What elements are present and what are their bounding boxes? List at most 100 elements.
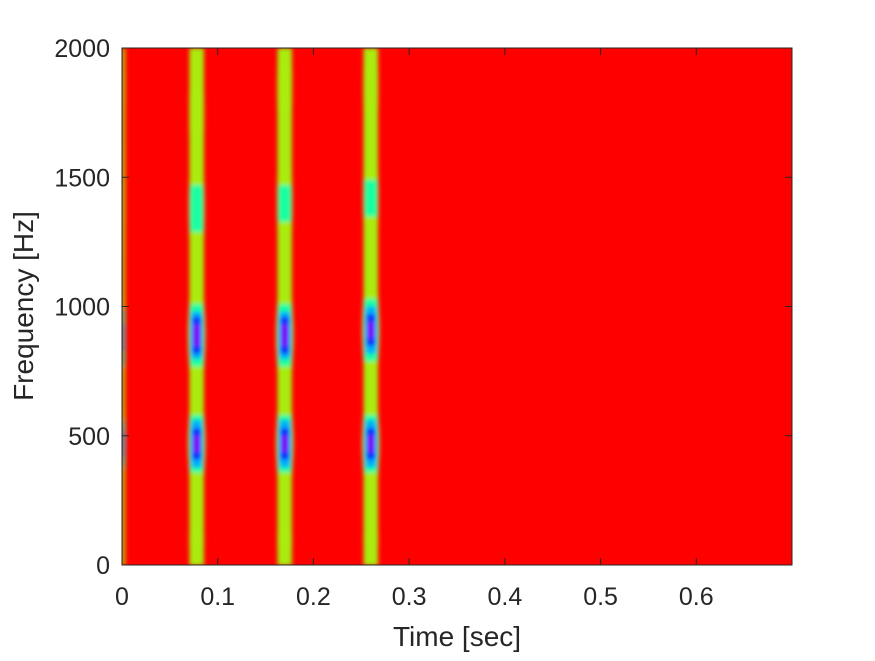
pulse-cell — [122, 190, 126, 194]
pulse-cell — [189, 391, 204, 395]
pulse-cell — [122, 523, 126, 527]
pulse-cell — [122, 99, 126, 103]
pulse-cell — [280, 456, 290, 460]
pulse-cell — [277, 513, 292, 517]
pulse-cell — [189, 130, 205, 134]
pulse-cell — [189, 97, 205, 101]
pulse-cell — [277, 58, 292, 62]
pulse-cell — [365, 309, 377, 313]
pulse-cell — [279, 461, 291, 465]
pulse-cell — [122, 195, 126, 199]
pulse-cell — [277, 76, 293, 80]
pulse-cell — [122, 133, 126, 137]
pulse-cell — [122, 79, 126, 83]
pulse-cell — [122, 464, 125, 468]
pulse-cell — [122, 185, 126, 189]
pulse-cell — [190, 221, 204, 225]
pulse-cell — [122, 110, 126, 114]
pulse-cell — [363, 259, 379, 264]
pulse-cell — [363, 84, 379, 88]
pulse-cell — [363, 552, 379, 556]
pulse-cell — [279, 314, 291, 318]
pulse-cell — [281, 327, 289, 331]
pulse-cell — [122, 306, 126, 310]
pulse-cell — [189, 301, 205, 305]
pulse-cell — [278, 218, 292, 222]
pulse-cell — [192, 456, 202, 460]
pulse-cell — [122, 205, 126, 209]
pulse-cell — [189, 394, 204, 398]
pulse-cell — [122, 249, 126, 253]
pulse-cell — [122, 138, 126, 142]
pulse-cell — [189, 161, 204, 165]
pulse-cell — [189, 241, 204, 246]
pulse-cell — [189, 484, 204, 489]
pulse-cell — [122, 179, 126, 184]
pulse-cell — [363, 544, 379, 548]
pulse-cell — [191, 451, 202, 455]
pulse-cell — [364, 182, 378, 186]
pulse-cell — [189, 552, 204, 556]
pulse-cell — [189, 495, 204, 499]
pulse-cell — [363, 360, 379, 364]
pulse-cell — [363, 290, 379, 295]
pulse-cell — [367, 438, 375, 442]
pulse-cell — [277, 531, 293, 535]
pulse-cell — [122, 384, 126, 388]
pulse-cell — [363, 389, 379, 393]
pulse-cell — [122, 386, 126, 390]
pulse-cell — [363, 254, 379, 258]
pulse-cell — [190, 228, 204, 233]
pulse-cell — [193, 342, 201, 346]
pulse-cell — [277, 502, 292, 507]
pulse-cell — [122, 197, 126, 202]
pulse-cell — [190, 309, 204, 313]
pulse-cell — [364, 208, 378, 212]
pulse-cell — [122, 303, 126, 308]
pulse-cell — [363, 234, 379, 238]
pulse-cell — [122, 487, 126, 491]
pulse-cell — [277, 285, 292, 289]
pulse-cell — [277, 474, 293, 478]
pulse-cell — [363, 559, 379, 564]
pulse-cell — [189, 112, 205, 116]
pulse-cell — [277, 533, 293, 538]
pulse-cell — [277, 373, 292, 377]
pulse-cell — [364, 197, 378, 202]
pulse-cell — [122, 492, 126, 496]
pulse-cell — [364, 298, 378, 302]
pulse-cell — [122, 337, 125, 341]
pulse-cell — [277, 283, 292, 287]
pulse-cell — [189, 492, 204, 496]
pulse-cell — [192, 319, 202, 323]
pulse-cell — [122, 340, 125, 344]
pulse-cell — [367, 334, 375, 339]
pulse-cell — [277, 409, 293, 414]
pulse-cell — [122, 216, 126, 220]
pulse-cell — [277, 138, 292, 142]
pulse-cell — [278, 417, 292, 421]
pulse-cell — [189, 409, 204, 414]
pulse-cell — [189, 254, 204, 258]
pulse-cell — [189, 482, 204, 486]
pulse-cell — [122, 415, 126, 419]
pulse-cell — [277, 130, 292, 134]
pulse-cell — [277, 371, 292, 375]
pulse-cell — [277, 112, 292, 116]
pulse-cell — [122, 322, 125, 326]
pulse-cell — [363, 94, 379, 98]
pulse-cell — [192, 428, 202, 432]
pulse-cell — [277, 179, 293, 184]
pulse-cell — [363, 148, 379, 152]
pulse-cell — [363, 86, 379, 90]
pulse-cell — [363, 130, 379, 134]
pulse-cell — [277, 228, 293, 233]
pulse-cell — [363, 272, 379, 277]
pulse-cell — [277, 110, 292, 114]
pulse-cell — [189, 259, 204, 264]
pulse-cell — [190, 185, 204, 189]
pulse-cell — [277, 73, 293, 78]
pulse-cell — [277, 94, 293, 98]
pulse-cell — [365, 311, 377, 315]
